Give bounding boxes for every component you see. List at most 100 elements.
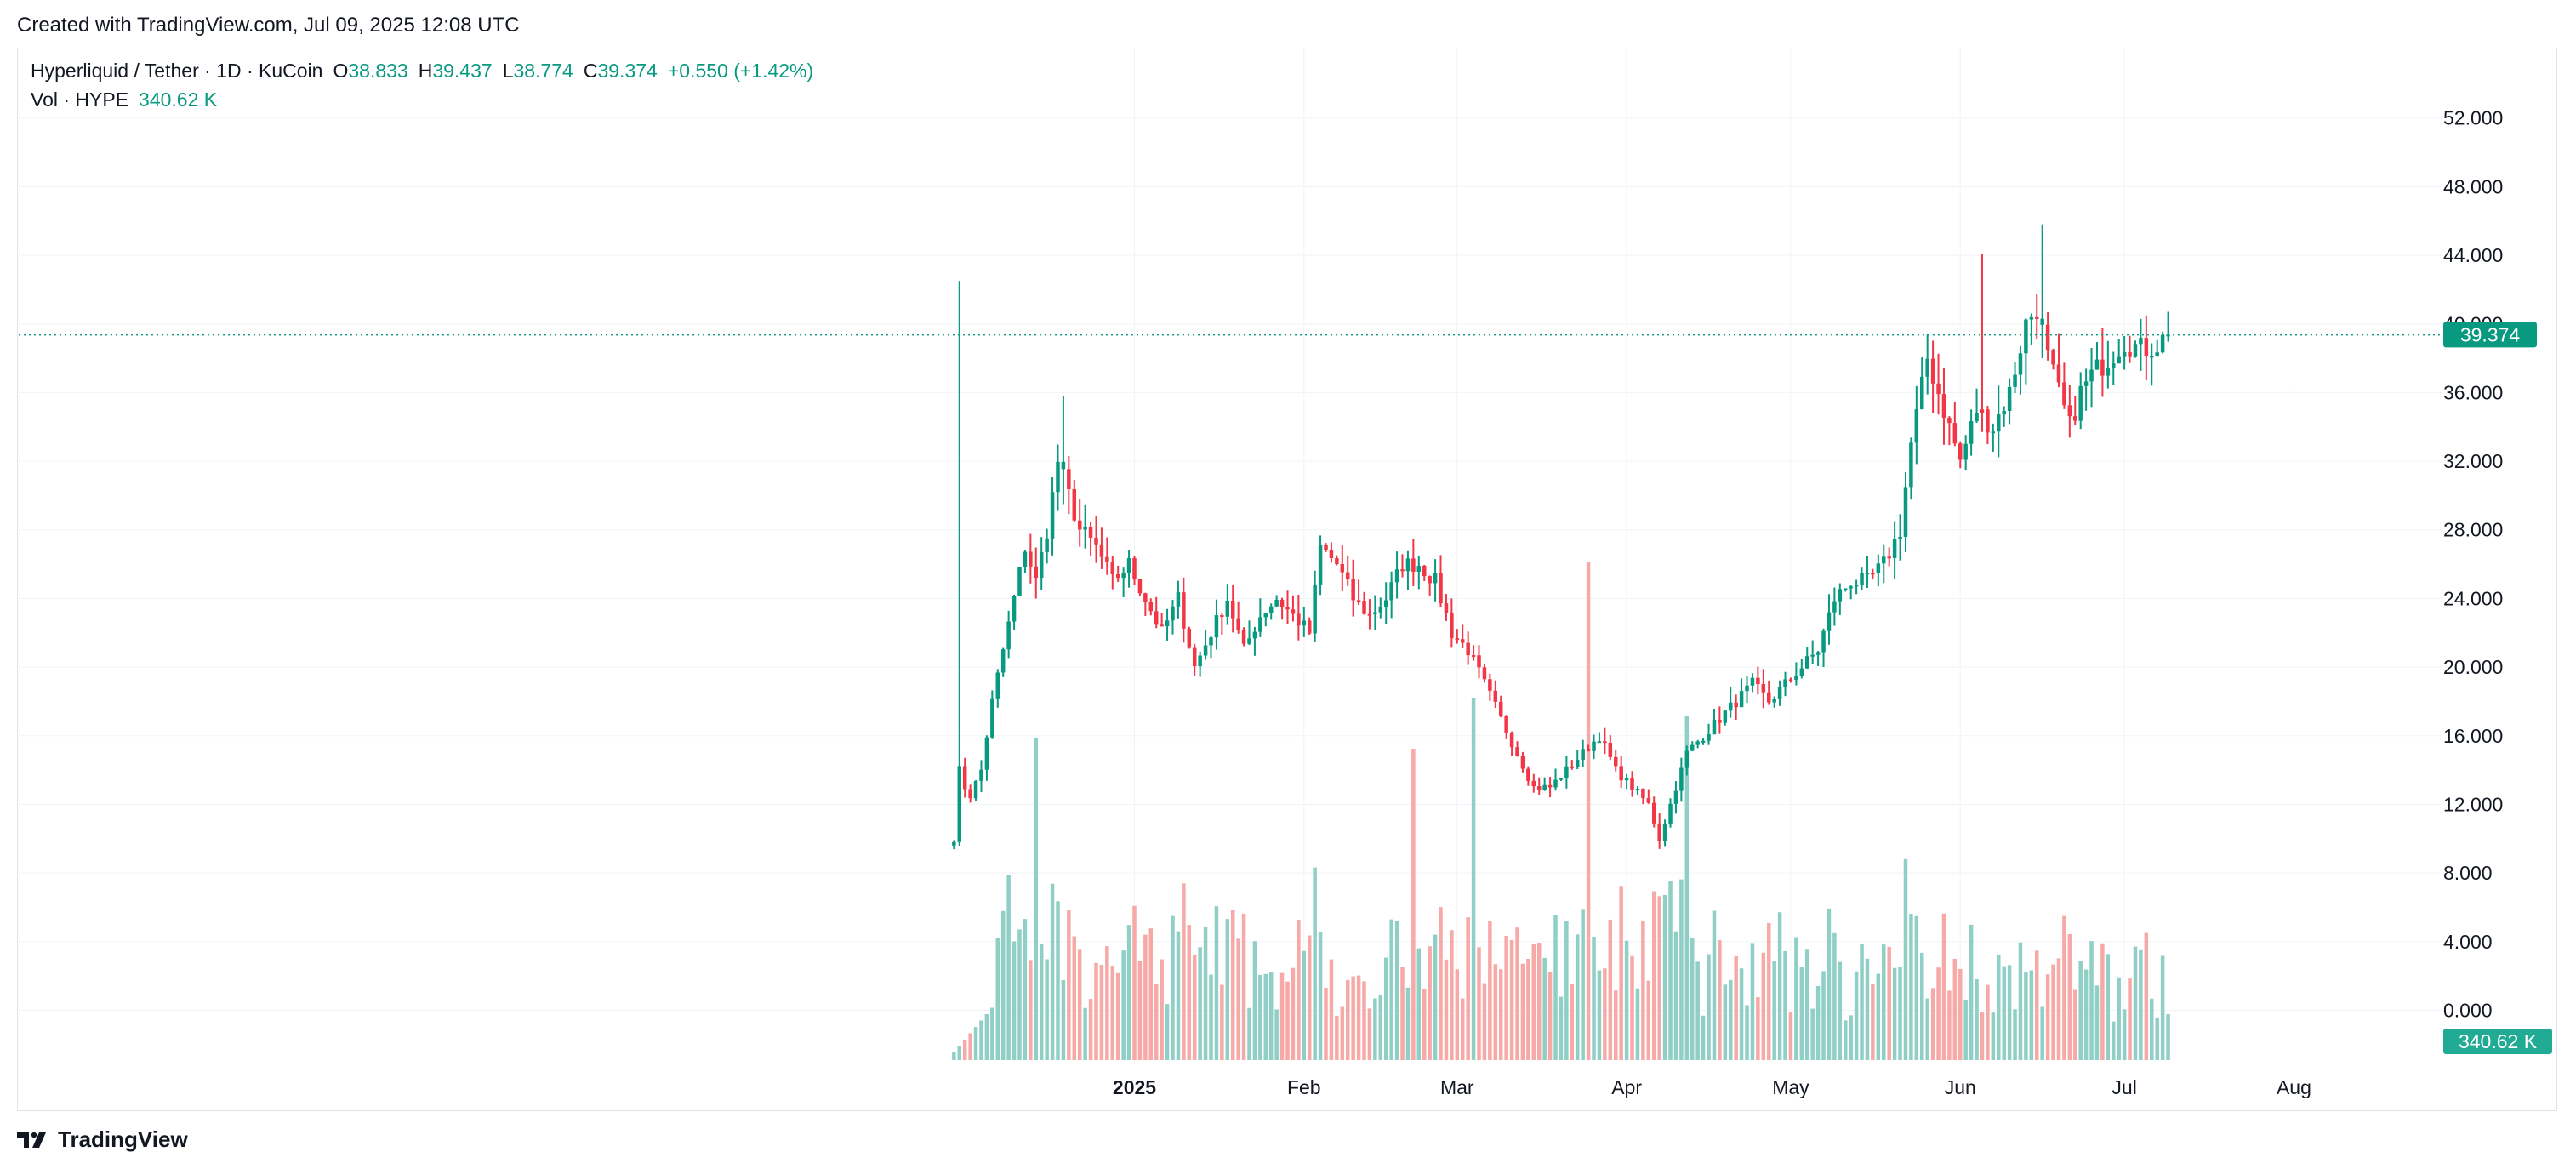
candle-body — [1182, 592, 1186, 629]
candle-body — [1094, 537, 1098, 545]
volume-bar — [1045, 959, 1049, 1060]
volume-bar — [1718, 940, 1722, 1060]
volume-bar — [1635, 988, 1640, 1060]
volume-bar — [1236, 938, 1240, 1060]
volume-bar — [1039, 944, 1044, 1060]
chart-frame — [17, 48, 2557, 1111]
candle-body — [1012, 596, 1017, 622]
candle-body — [2160, 334, 2165, 353]
volume-bar — [1969, 924, 1974, 1060]
candle-body — [1745, 685, 1749, 692]
candle-body — [1378, 607, 1383, 613]
volume-bar — [1876, 973, 1881, 1060]
candle-body — [1362, 601, 1366, 614]
volume-bar — [1504, 935, 1508, 1060]
candle-body — [2040, 318, 2044, 325]
volume-bar — [1439, 907, 1443, 1060]
y-tick-label: 24.000 — [2443, 587, 2503, 609]
volume-value: 340.62 K — [139, 88, 218, 111]
candle-body — [1854, 584, 1859, 587]
y-tick-label: 20.000 — [2443, 656, 2503, 678]
volume-bar — [1460, 998, 1465, 1060]
volume-bar — [1329, 959, 1334, 1060]
candle-body — [1679, 767, 1684, 791]
candle-body — [1646, 798, 1651, 803]
volume-bar — [1947, 990, 1952, 1060]
volume-bar — [1274, 1009, 1279, 1060]
candle-body — [1088, 527, 1093, 538]
volume-bar — [1466, 917, 1470, 1060]
volume-bar — [1804, 949, 1809, 1060]
volume-bar — [1695, 961, 1700, 1060]
close-label: C — [583, 60, 598, 82]
volume-label[interactable]: Vol · HYPE — [31, 88, 129, 111]
candle-body — [1986, 409, 1990, 433]
volume-bar — [1285, 981, 1290, 1060]
candle-body — [1034, 566, 1039, 579]
volume-bar — [1034, 738, 1039, 1060]
volume-bar — [2018, 942, 2023, 1060]
candle-body — [1302, 620, 1307, 626]
candle-body — [1815, 652, 1821, 655]
volume-bar — [1356, 975, 1361, 1060]
volume-bar — [1220, 984, 1224, 1060]
candle-body — [2150, 356, 2154, 358]
volume-bar — [2150, 998, 2154, 1060]
candle-body — [1006, 621, 1011, 650]
price-axis: 52.00048.00044.00040.00036.00032.00028.0… — [2443, 107, 2503, 1022]
volume-bar — [1192, 955, 1197, 1060]
x-tick-label: Aug — [2277, 1076, 2311, 1098]
volume-bar — [1668, 881, 1673, 1060]
volume-bar — [2035, 950, 2039, 1060]
y-tick-label: 12.000 — [2443, 793, 2503, 815]
candle-body — [1657, 823, 1661, 841]
volume-bar — [1324, 988, 1328, 1060]
candle-body — [1526, 768, 1530, 781]
volume-bar — [1991, 1012, 1996, 1060]
candle-body — [1428, 576, 1432, 584]
volume-bar — [1844, 1020, 1848, 1060]
tradingview-footer[interactable]: TradingView — [17, 1126, 188, 1153]
candle-body — [1963, 443, 1968, 460]
created-with-header: Created with TradingView.com, Jul 09, 20… — [17, 14, 520, 37]
low-label: L — [502, 60, 514, 82]
volume-bar — [1739, 968, 1744, 1060]
candle-body — [1821, 630, 1826, 653]
volume-bar — [1553, 915, 1558, 1060]
candle-body — [1056, 461, 1060, 493]
volume-bar — [2139, 949, 2143, 1060]
time-axis: 2025 Feb Mar Apr May Jun Jul Aug — [1113, 1076, 2311, 1098]
candle-body — [1728, 702, 1733, 711]
volume-bar — [1657, 896, 1661, 1060]
candle-body — [1892, 539, 1897, 558]
candle-body — [1515, 747, 1519, 756]
candle-body — [1383, 600, 1388, 607]
candle-body — [1613, 756, 1618, 767]
candle-body — [1701, 740, 1706, 743]
candle-body — [2024, 319, 2028, 354]
candle-body — [1241, 630, 1246, 644]
volume-bar — [1252, 941, 1257, 1060]
volume-bar — [2073, 989, 2077, 1060]
change-value: +0.550 (+1.42%) — [667, 60, 814, 82]
volume-bar — [1651, 891, 1656, 1060]
volume-bar — [1268, 972, 1274, 1060]
volume-bar — [1515, 927, 1519, 1060]
volume-bar — [1083, 1007, 1087, 1060]
candle-body — [1171, 606, 1175, 621]
volume-bar — [1581, 909, 1585, 1060]
candle-body — [1083, 527, 1087, 530]
volume-bar — [2062, 915, 2066, 1060]
volume-bar — [1936, 967, 1941, 1060]
volume-bar — [1783, 950, 1787, 1060]
candle-body — [1673, 790, 1678, 804]
volume-bar — [2067, 933, 2072, 1060]
volume-bar — [1126, 925, 1131, 1060]
candle-body — [1914, 409, 1919, 443]
volume-bar — [2045, 974, 2050, 1060]
volume-bar — [2155, 1017, 2159, 1060]
volume-bar — [1230, 910, 1235, 1060]
candle-body — [1865, 573, 1870, 575]
symbol-title[interactable]: Hyperliquid / Tether · 1D · KuCoin — [31, 60, 323, 82]
